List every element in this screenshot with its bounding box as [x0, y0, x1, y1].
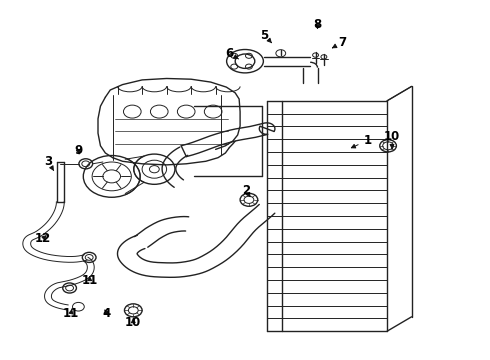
Text: 10: 10	[125, 316, 142, 329]
Text: 2: 2	[242, 184, 250, 197]
Text: 11: 11	[81, 274, 98, 287]
Text: 3: 3	[44, 155, 54, 171]
Text: 12: 12	[35, 232, 51, 245]
Text: 4: 4	[103, 307, 111, 320]
Text: 9: 9	[74, 144, 82, 157]
Text: 1: 1	[351, 134, 371, 148]
Text: 7: 7	[332, 36, 346, 49]
Text: 10: 10	[384, 130, 400, 149]
Text: 6: 6	[225, 47, 239, 60]
Text: 11: 11	[63, 307, 79, 320]
Text: 5: 5	[261, 29, 271, 43]
Text: 8: 8	[314, 18, 321, 31]
